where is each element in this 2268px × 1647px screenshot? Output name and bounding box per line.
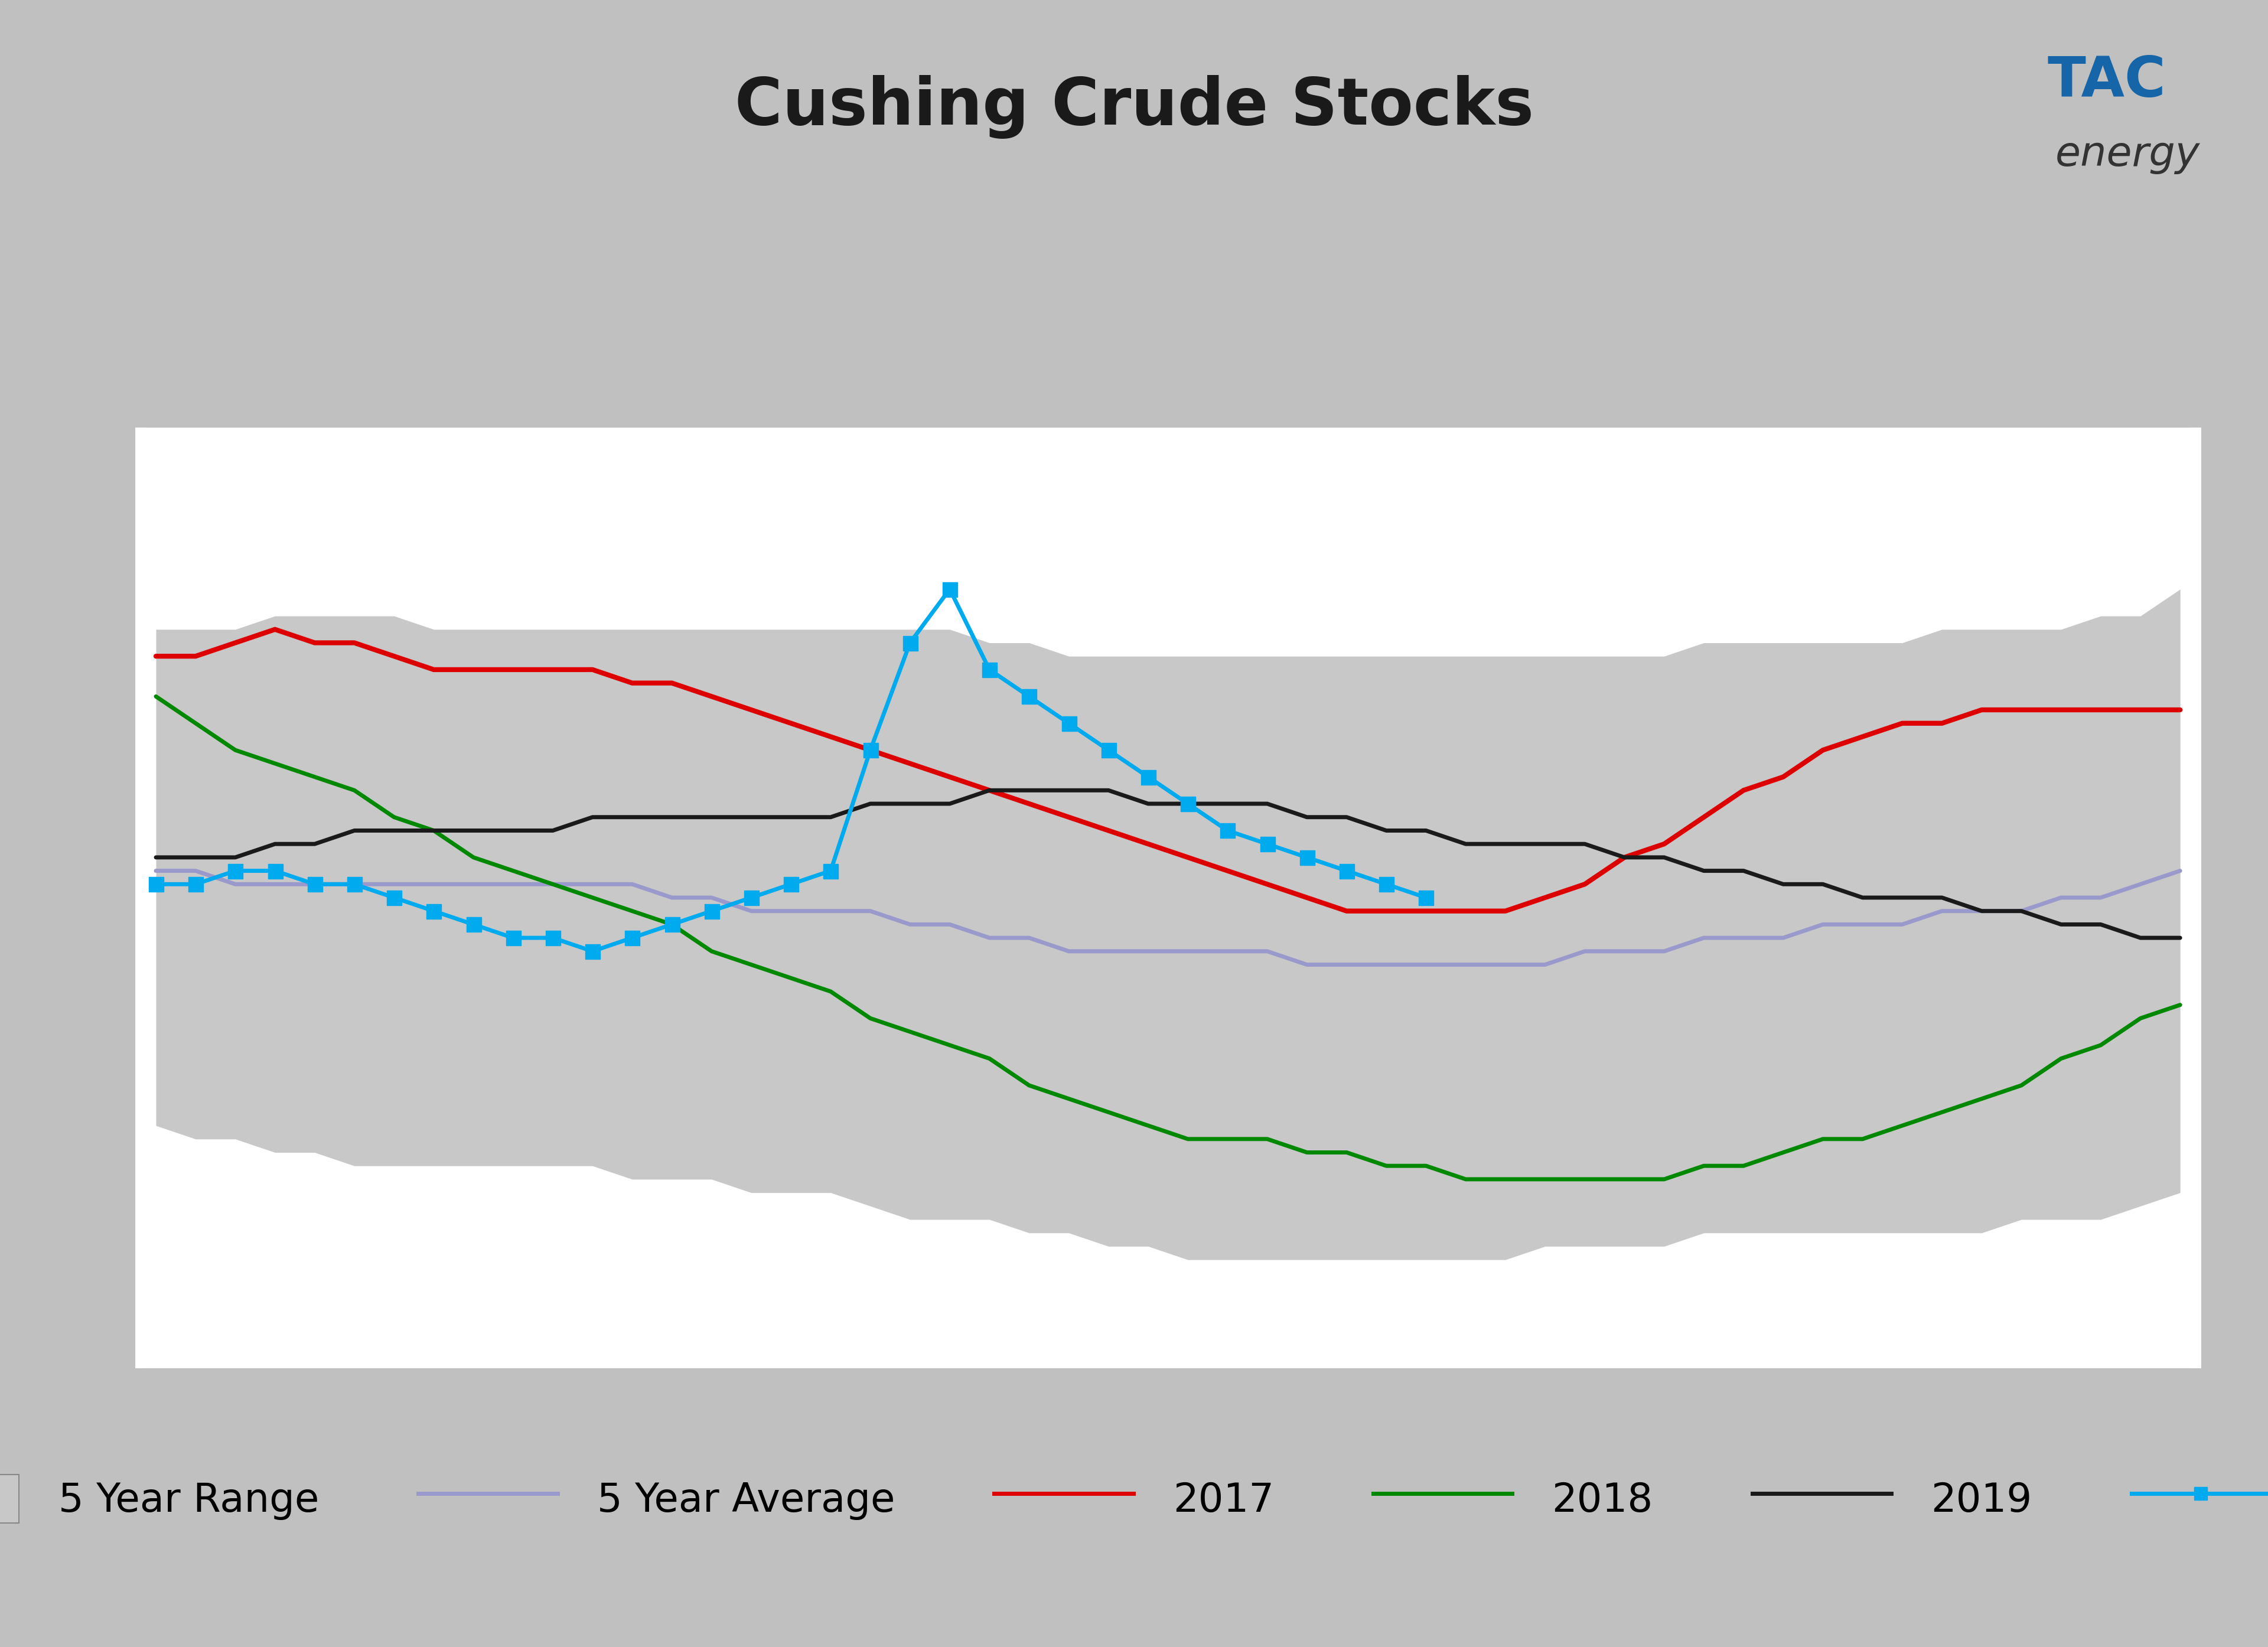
Text: energy: energy bbox=[2055, 135, 2200, 175]
Text: TAC: TAC bbox=[2048, 54, 2166, 109]
Legend: 5 Year Range, 5 Year Average, 2017, 2018, 2019, 2020: 5 Year Range, 5 Year Average, 2017, 2018… bbox=[0, 1435, 2268, 1563]
Text: Cushing Crude Stocks: Cushing Crude Stocks bbox=[735, 76, 1533, 138]
